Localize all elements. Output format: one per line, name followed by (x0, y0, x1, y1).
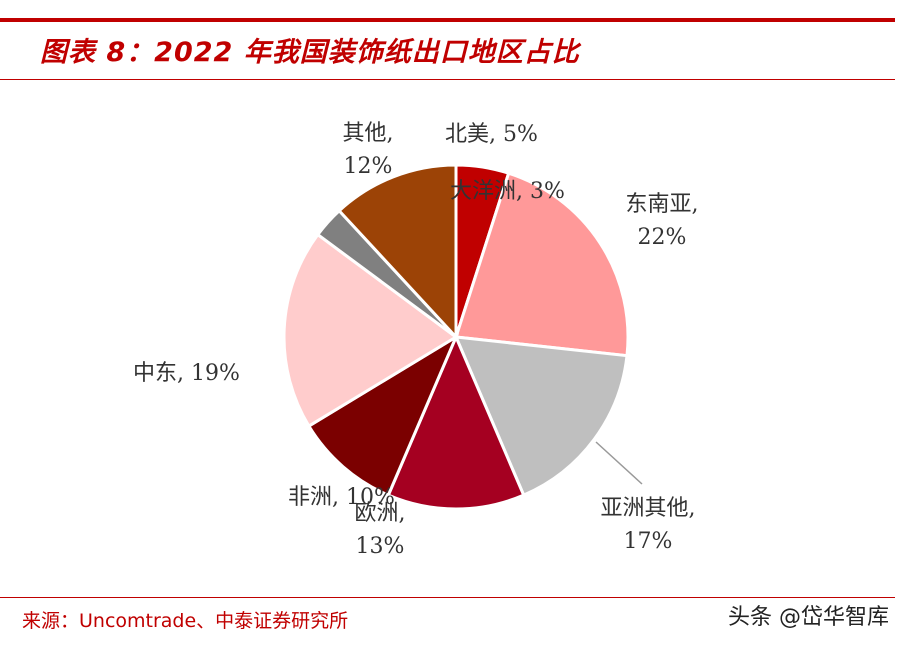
pie-slice-4 (306, 333, 460, 498)
pie-slice-3 (386, 333, 526, 511)
bottom-rule (0, 597, 895, 598)
figure-title: 图表 8：2022 年我国装饰纸出口地区占比 (40, 37, 580, 68)
slice-label-7: 其他, 12% (343, 121, 394, 179)
pie-slice-2 (453, 335, 629, 498)
slice-label-4: 非洲, 10% (288, 485, 395, 510)
slice-label-2: 亚洲其他, 17% (601, 496, 696, 554)
pie-slice-1 (454, 171, 630, 358)
slice-label-3: 欧洲, 13% (355, 501, 406, 559)
slice-label-6: 大洋洲, 3% (450, 179, 565, 204)
title-rule (0, 79, 895, 80)
pie-slice-5 (282, 232, 459, 429)
pie-labels: 北美, 5% 东南亚, 22% 亚洲其他, 17% 欧洲, 13%非洲, 10% 中东, 19… (133, 121, 699, 559)
watermark: 头条 @岱华智库 (728, 605, 889, 630)
pie-slices (282, 163, 630, 511)
pie-slice-7 (337, 163, 458, 341)
top-rule (0, 18, 895, 22)
source-note: 来源：Uncomtrade、中泰证券研究所 (22, 610, 349, 632)
leader-line-asia-other (595, 441, 643, 485)
slice-label-5: 中东, 19% (133, 361, 240, 386)
slice-label-0: 北美, 5% (445, 122, 538, 147)
slice-label-1: 东南亚, 22% (626, 192, 699, 250)
